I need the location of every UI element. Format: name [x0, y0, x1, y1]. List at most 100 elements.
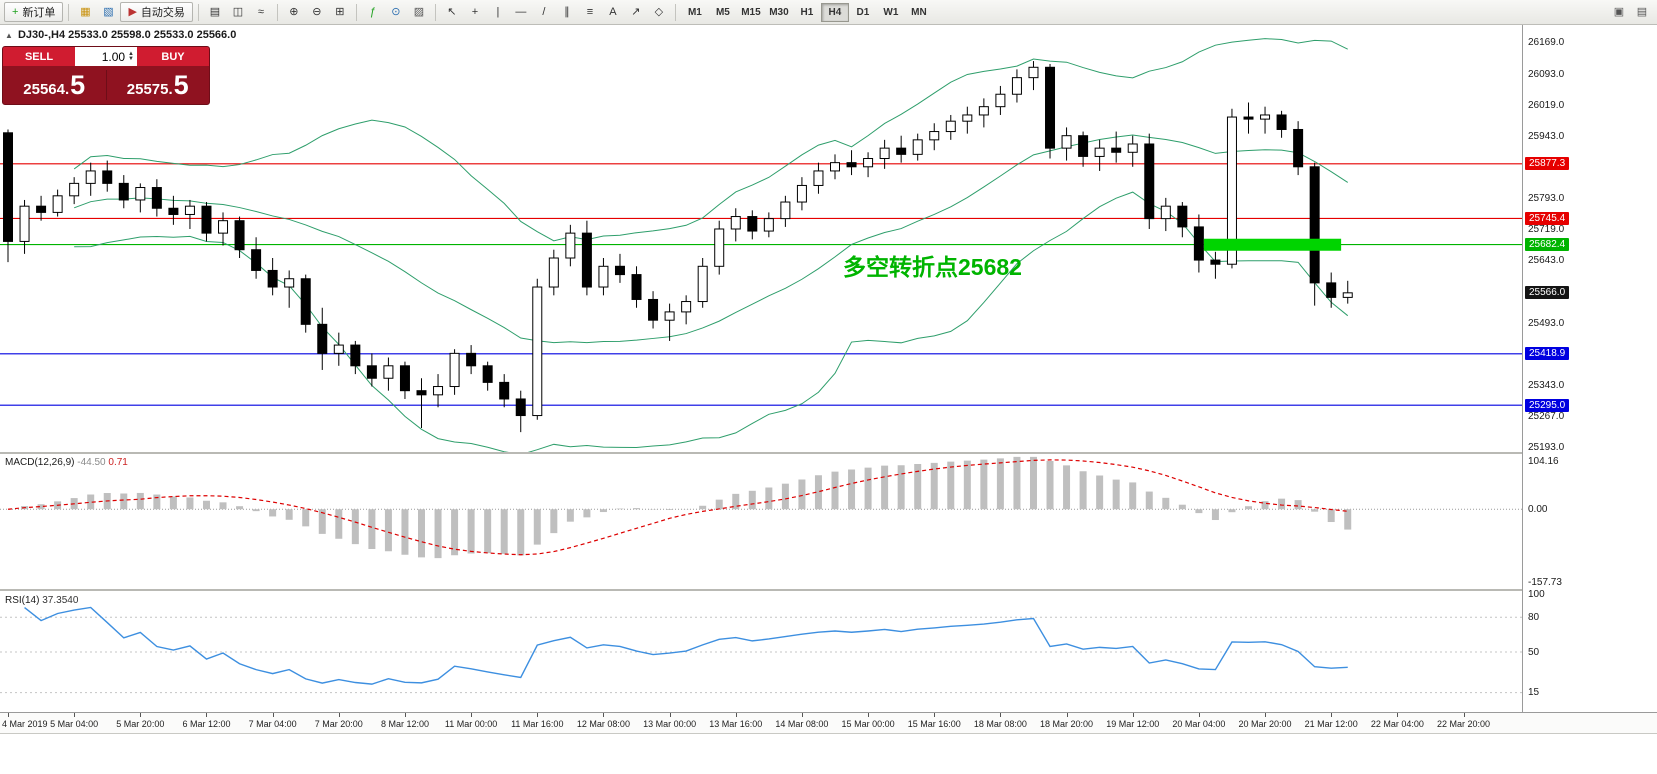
line-chart-mode-button[interactable]: ≈	[250, 2, 272, 22]
trendline-tool-button[interactable]: /	[533, 2, 555, 22]
time-axis-tick	[1132, 713, 1134, 717]
arrows-tool-icon: ↗	[631, 5, 641, 18]
tile-windows-button[interactable]: ⊞	[329, 2, 351, 22]
window-tile-button[interactable]: ▤	[1631, 2, 1653, 22]
new-chart-button[interactable]: ▦	[74, 2, 96, 22]
time-axis-label: 21 Mar 12:00	[1304, 719, 1358, 729]
toolbar: + 新订单 ▦ ▧ ▶ 自动交易 ▤ ◫ ≈ ⊕ ⊖ ⊞ ƒ ⊙ ▨ ↖ + |…	[0, 0, 1657, 25]
sell-price[interactable]: 25564. 5	[3, 70, 106, 101]
time-axis[interactable]: 4 Mar 2019 5 Mar 04:00 5 Mar 20:00 6 Mar 12…	[0, 712, 1657, 734]
timeframe-d1[interactable]: D1	[849, 3, 877, 22]
channel-tool-button[interactable]: ∥	[556, 2, 578, 22]
time-axis-label: 22 Mar 04:00	[1370, 719, 1424, 729]
timeframe-h4[interactable]: H4	[820, 2, 849, 22]
templates-icon: ▨	[413, 5, 425, 18]
timeframe-m1[interactable]: M1	[681, 3, 709, 22]
timeframe-m5[interactable]: M5	[709, 3, 737, 22]
zoom-out-button[interactable]: ⊖	[306, 2, 328, 22]
time-axis-label: 14 Mar 08:00	[775, 719, 829, 729]
price-axis-tick-label: 26093.0	[1528, 68, 1565, 80]
timeframe-mn[interactable]: MN	[905, 3, 933, 22]
line-chart-icon: ≈	[257, 5, 264, 18]
timeframe-h1[interactable]: H1	[793, 3, 821, 22]
toolbar-separator	[276, 3, 278, 21]
time-axis-tick	[471, 713, 473, 717]
time-axis-label: 7 Mar 04:00	[248, 719, 297, 729]
bar-chart-icon: ▤	[209, 5, 221, 18]
buy-price[interactable]: 25575. 5	[107, 70, 210, 101]
macd-axis-label: 104.16	[1528, 455, 1559, 467]
panel-separator-macd[interactable]	[0, 452, 1657, 454]
rsi-label: RSI(14) 37.3540	[5, 595, 78, 606]
price-line-label: 25566.0	[1525, 286, 1570, 300]
time-axis-label: 20 Mar 20:00	[1238, 719, 1292, 729]
bar-chart-mode-button[interactable]: ▤	[204, 2, 226, 22]
horizontal-line-tool-button[interactable]: —	[510, 2, 532, 22]
crosshair-icon: +	[471, 5, 479, 18]
new-order-icon: +	[12, 5, 19, 18]
price-axis[interactable]: 26169.0 26093.0 26019.0 25943.0 25877.3 25793…	[1522, 25, 1657, 734]
cursor-tool-button[interactable]: ↖	[441, 2, 463, 22]
fibonacci-tool-button[interactable]: ≡	[579, 2, 601, 22]
buy-price-main: 25575.	[126, 80, 173, 98]
periods-icon: ⊙	[391, 5, 401, 18]
chart-annotation[interactable]: 多空转折点25682	[843, 254, 1022, 280]
new-order-button[interactable]: + 新订单	[4, 2, 64, 22]
sell-button[interactable]: SELL	[3, 47, 75, 66]
time-axis-tick	[1000, 713, 1002, 717]
fibonacci-icon: ≡	[586, 5, 594, 18]
shapes-icon: ◇	[654, 5, 664, 18]
new-order-label: 新订单	[22, 7, 56, 19]
crosshair-tool-button[interactable]: +	[464, 2, 486, 22]
profiles-button[interactable]: ▧	[97, 2, 119, 22]
time-axis-tick	[537, 713, 539, 717]
price-line-label: 25682.4	[1525, 238, 1570, 252]
time-axis-tick	[1397, 713, 1399, 717]
buy-price-big-digit: 5	[173, 69, 189, 100]
periods-button[interactable]: ⊙	[385, 2, 407, 22]
volume-up-icon[interactable]: ▲	[128, 50, 134, 57]
window-cascade-button[interactable]: ▣	[1608, 2, 1630, 22]
time-axis-label: 18 Mar 08:00	[973, 719, 1027, 729]
sell-price-big-digit: 5	[70, 69, 86, 100]
buy-button[interactable]: BUY	[137, 47, 209, 66]
time-axis-tick	[8, 713, 9, 717]
vertical-line-tool-button[interactable]: |	[487, 2, 509, 22]
toolbar-separator	[674, 3, 676, 21]
timeframe-m30[interactable]: M30	[765, 3, 793, 22]
time-axis-tick	[140, 713, 142, 717]
arrows-tool-button[interactable]: ↗	[625, 2, 647, 22]
time-axis-label: 13 Mar 16:00	[709, 719, 763, 729]
shapes-tool-button[interactable]: ◇	[648, 2, 670, 22]
time-axis-label: 11 Mar 00:00	[444, 719, 498, 729]
timeframe-w1[interactable]: W1	[877, 3, 905, 22]
zoom-in-button[interactable]: ⊕	[283, 2, 305, 22]
indicators-button[interactable]: ƒ	[362, 2, 384, 22]
time-axis-tick	[801, 713, 803, 717]
window-tile-icon: ▤	[1636, 5, 1648, 18]
timeframe-m15[interactable]: M15	[737, 3, 765, 22]
time-axis-tick	[934, 713, 936, 717]
templates-button[interactable]: ▨	[408, 2, 430, 22]
time-axis-label: 7 Mar 20:00	[314, 719, 363, 729]
panel-separator-rsi[interactable]	[0, 589, 1657, 591]
time-axis-tick	[272, 713, 274, 717]
turning-point-highlight[interactable]	[1203, 238, 1342, 251]
time-axis-tick	[603, 713, 605, 717]
volume-down-icon[interactable]: ▼	[128, 55, 134, 62]
text-tool-button[interactable]: A	[602, 2, 624, 22]
volume-input[interactable]: 1.00 ▲ ▼	[75, 47, 137, 66]
price-axis-tick-label: 26019.0	[1528, 99, 1565, 111]
toolbar-separator	[434, 3, 436, 21]
candlestick-mode-button[interactable]: ◫	[227, 2, 249, 22]
tile-windows-icon: ⊞	[335, 5, 345, 18]
trade-panel-divider	[105, 70, 107, 100]
time-axis-label: 20 Mar 04:00	[1172, 719, 1226, 729]
rsi-value: 37.3540	[42, 595, 79, 606]
price-axis-tick-label: 25343.0	[1528, 379, 1565, 391]
candlestick-icon: ◫	[232, 5, 244, 18]
volume-spinner: ▲ ▼	[128, 50, 134, 62]
auto-trading-button[interactable]: ▶ 自动交易	[120, 2, 193, 22]
indicators-icon: ƒ	[369, 5, 376, 18]
